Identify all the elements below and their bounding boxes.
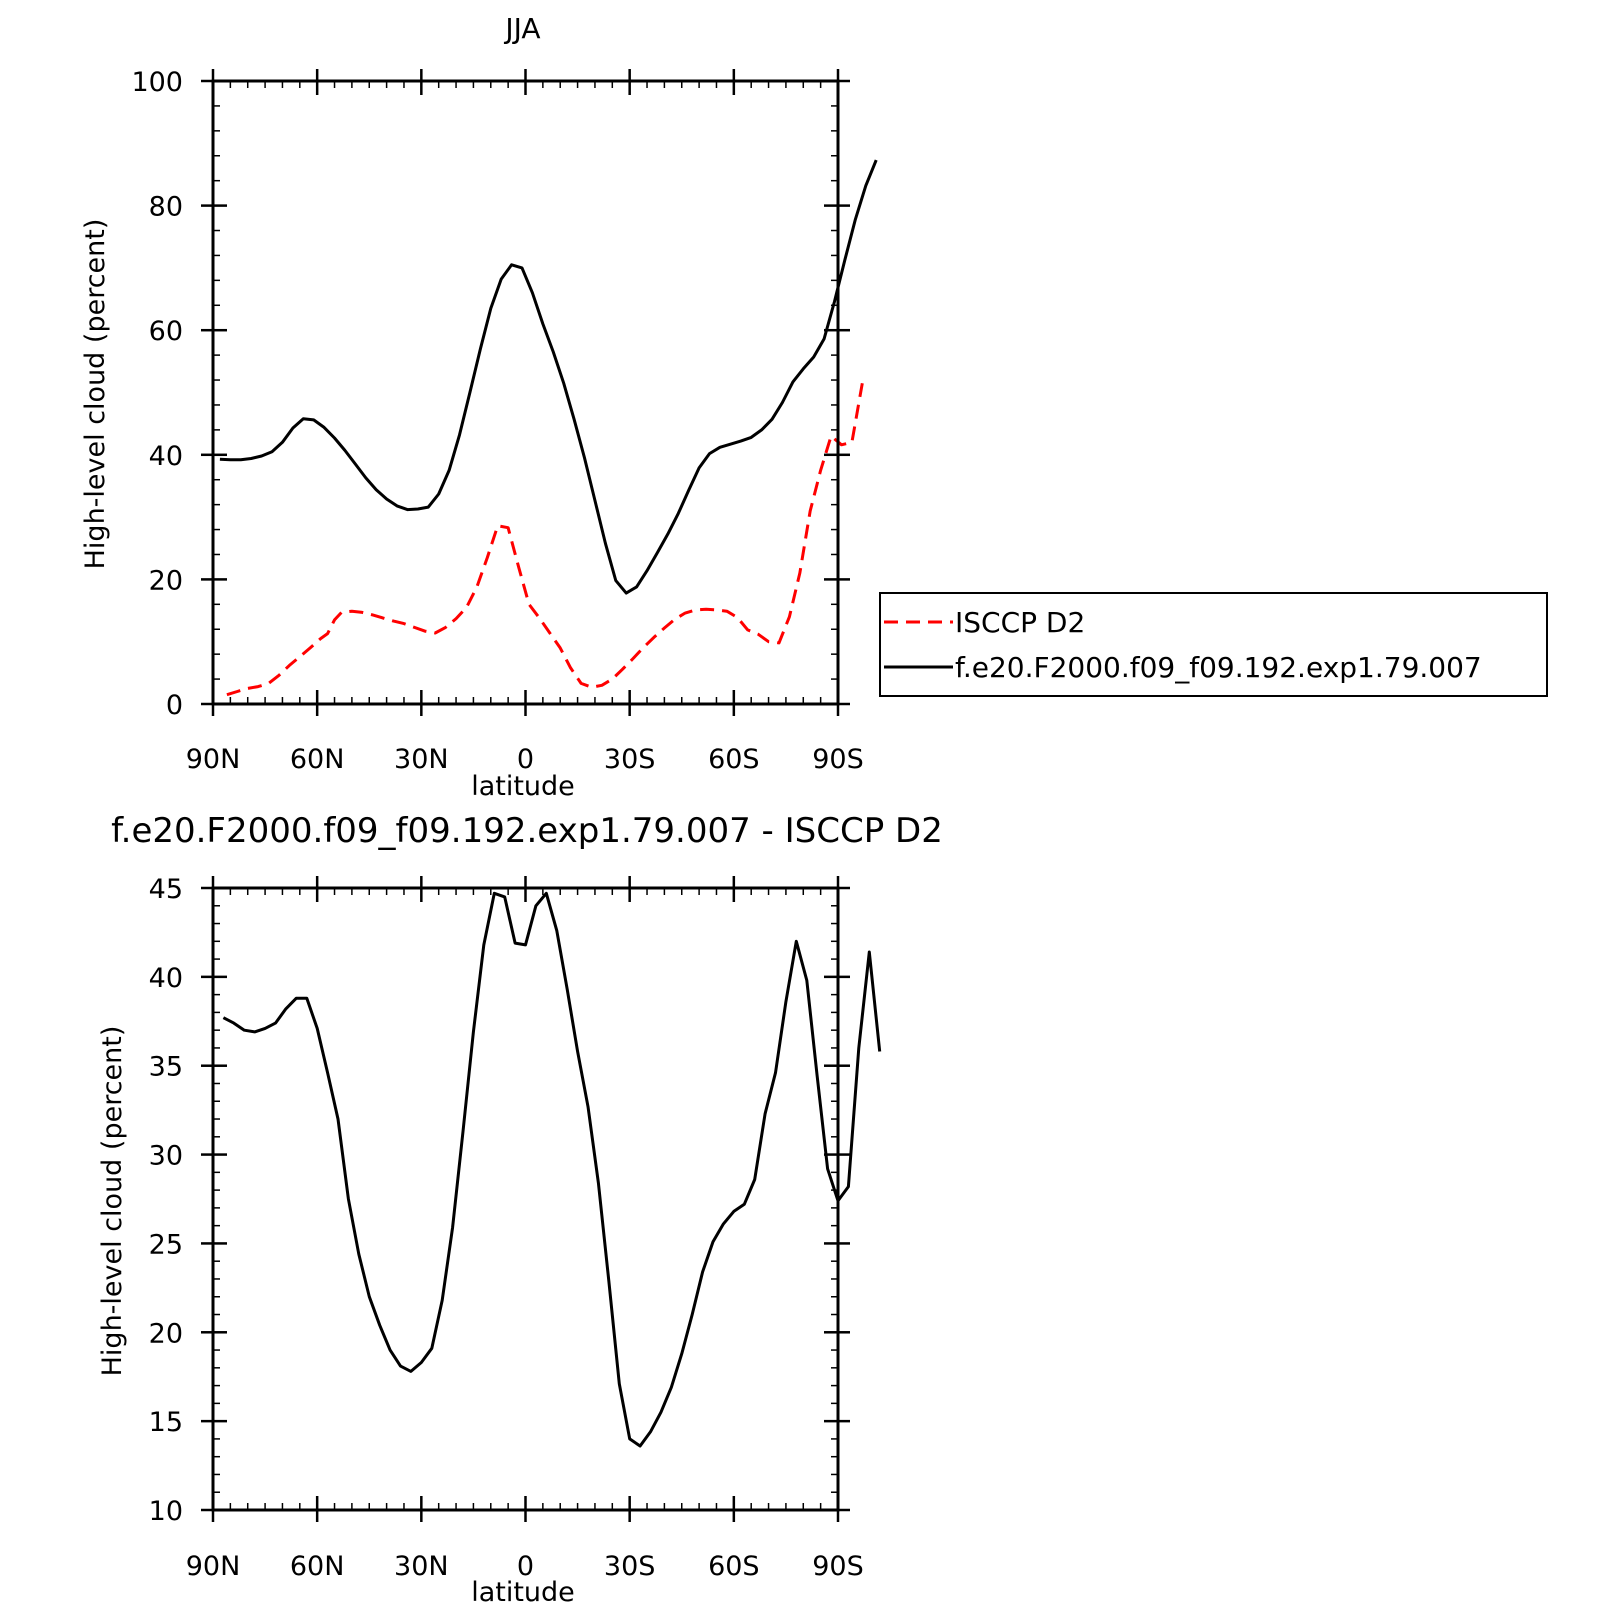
legend-label-model: f.e20.F2000.f09_f09.192.exp1.79.007 [955,651,1482,684]
y-tick-label: 45 [149,874,183,905]
chart-bottom-frame [211,886,840,1512]
chart-top-frame [211,79,840,706]
chart-top-title: JJA [503,12,540,45]
y-tick-label: 0 [166,690,183,721]
series-line-bottom-0 [222,891,882,1448]
y-tick-label: 60 [149,316,183,347]
x-tick-label: 30S [604,744,656,775]
x-tick-label: 60S [708,1551,760,1582]
x-tick-label: 60S [708,744,760,775]
y-tick-label: 40 [149,441,183,472]
x-tick-label: 90N [186,1551,241,1582]
y-tick-label: 10 [149,1496,183,1527]
legend: ISCCP D2 f.e20.F2000.f09_f09.192.exp1.79… [879,592,1548,697]
x-tick-label: 0 [517,1551,534,1582]
chart-bottom-ylabel: High-level cloud (percent) [97,1026,128,1377]
x-tick-label: 90N [186,744,241,775]
legend-box [879,592,1548,697]
x-tick-label: 30N [394,1551,449,1582]
y-tick-label: 100 [131,67,183,98]
y-tick-label: 35 [149,1052,183,1083]
legend-label-isccp: ISCCP D2 [955,606,1085,639]
x-tick-label: 0 [517,744,534,775]
x-tick-label: 60N [290,744,345,775]
series-line-top-0 [226,382,864,697]
x-tick-label: 30N [394,744,449,775]
chart-top: JJA latitude High-level cloud (percent) … [80,12,878,802]
chart-top-xlabel: latitude [471,771,575,802]
x-tick-label: 90S [812,1551,864,1582]
y-tick-label: 15 [149,1407,183,1438]
y-tick-label: 25 [149,1229,183,1260]
x-tick-label: 90S [812,744,864,775]
y-tick-label: 20 [149,1318,183,1349]
x-tick-label: 60N [290,1551,345,1582]
y-tick-label: 20 [149,565,183,596]
y-tick-label: 40 [149,963,183,994]
chart-bottom-title: f.e20.F2000.f09_f09.192.exp1.79.007 - IS… [111,811,943,851]
chart-top-ylabel: High-level cloud (percent) [80,219,111,570]
y-tick-label: 80 [149,192,183,223]
x-tick-label: 30S [604,1551,656,1582]
y-tick-label: 30 [149,1141,183,1172]
series-line-top-1 [219,159,878,595]
chart-bottom-xlabel: latitude [471,1577,575,1608]
chart-bottom: f.e20.F2000.f09_f09.192.exp1.79.007 - IS… [97,811,943,1608]
